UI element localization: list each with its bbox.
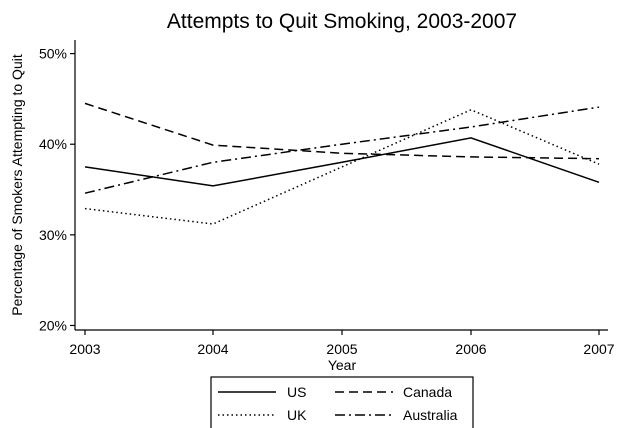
y-tick-label: 20% [39,317,67,333]
x-axis-label: Year [328,357,357,373]
x-tick-label: 2004 [197,341,228,357]
y-tick-label: 30% [39,227,67,243]
chart-title: Attempts to Quit Smoking, 2003-2007 [167,10,517,33]
y-tick-label: 40% [39,136,67,152]
series-line-canada [84,102,600,160]
y-axis-label: Percentage of Smokers Attempting to Quit [9,54,25,316]
x-tick-label: 2003 [69,341,100,357]
series-line-australia [84,106,600,194]
legend-label-uk: UK [287,407,307,423]
x-axis-ticks: 2003 2004 2005 2006 2007 [69,330,615,357]
legend-label-canada: Canada [403,384,452,400]
y-axis-ticks: 20% 30% 40% 50% [39,46,75,333]
legend-label-us: US [287,384,306,400]
legend-box [210,376,474,428]
x-tick-label: 2006 [455,341,486,357]
legend-label-australia: Australia [403,407,458,423]
x-tick-label: 2005 [326,341,357,357]
legend: US Canada UK Australia [210,376,474,428]
series-line-uk [84,108,600,225]
y-tick-label: 50% [39,46,67,62]
series-lines [84,102,600,225]
x-tick-label: 2007 [583,341,614,357]
series-line-us [84,137,600,187]
